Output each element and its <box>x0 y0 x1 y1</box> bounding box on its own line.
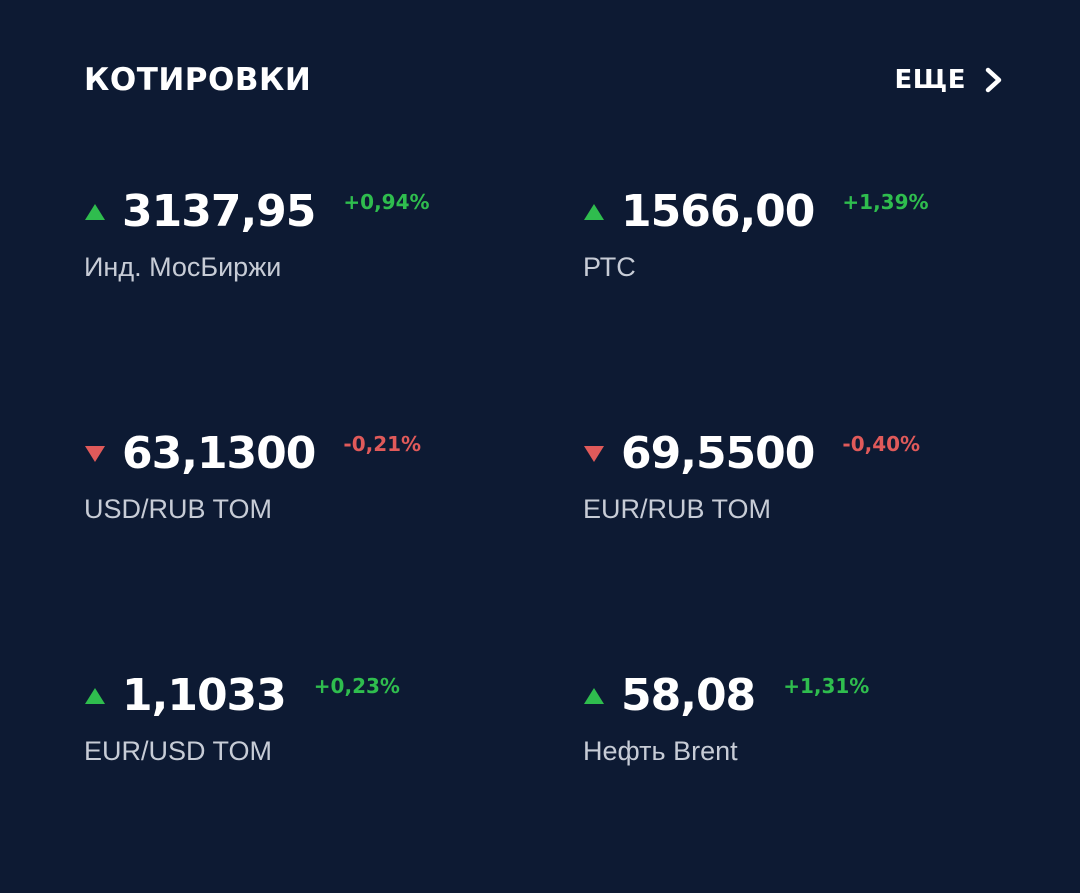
arrow-up-icon <box>85 204 105 220</box>
quote-card[interactable]: 63,1300 -0,21% USD/RUB TOM <box>84 426 524 546</box>
quote-label: Инд. МосБиржи <box>84 252 282 282</box>
quote-change: +0,23% <box>313 674 400 698</box>
quote-card[interactable]: 1,1033 +0,23% EUR/USD TOM <box>84 668 524 788</box>
quote-value: 69,5500 <box>621 428 815 479</box>
arrow-down-icon <box>85 446 105 462</box>
more-button[interactable]: ЕЩЕ <box>895 65 1005 95</box>
quotes-header: КОТИРОВКИ ЕЩЕ <box>84 56 1004 104</box>
quote-card[interactable]: 3137,95 +0,94% Инд. МосБиржи <box>84 184 524 304</box>
chevron-right-icon <box>985 67 1002 93</box>
arrow-up-icon <box>584 204 604 220</box>
quotes-title: КОТИРОВКИ <box>84 62 312 98</box>
quote-value: 3137,95 <box>122 186 316 237</box>
arrow-down-icon <box>584 446 604 462</box>
quote-change: -0,21% <box>343 432 422 456</box>
quote-card[interactable]: 1566,00 +1,39% РТС <box>583 184 1023 304</box>
quote-change: -0,40% <box>842 432 921 456</box>
arrow-up-icon <box>85 688 105 704</box>
quote-value: 58,08 <box>621 670 756 721</box>
quote-value: 63,1300 <box>122 428 316 479</box>
quote-value: 1,1033 <box>122 670 287 721</box>
arrow-up-icon <box>584 688 604 704</box>
quote-change: +0,94% <box>343 190 430 214</box>
quote-label: USD/RUB TOM <box>84 494 273 524</box>
more-label: ЕЩЕ <box>894 65 966 95</box>
quote-change: +1,39% <box>842 190 929 214</box>
quote-value: 1566,00 <box>621 186 815 237</box>
quote-card[interactable]: 69,5500 -0,40% EUR/RUB TOM <box>583 426 1023 546</box>
quote-change: +1,31% <box>783 674 870 698</box>
quote-label: EUR/RUB TOM <box>583 494 772 524</box>
quote-card[interactable]: 58,08 +1,31% Нефть Brent <box>583 668 1023 788</box>
quote-label: РТС <box>583 252 636 282</box>
quote-label: EUR/USD TOM <box>84 736 273 766</box>
quote-label: Нефть Brent <box>583 736 738 766</box>
